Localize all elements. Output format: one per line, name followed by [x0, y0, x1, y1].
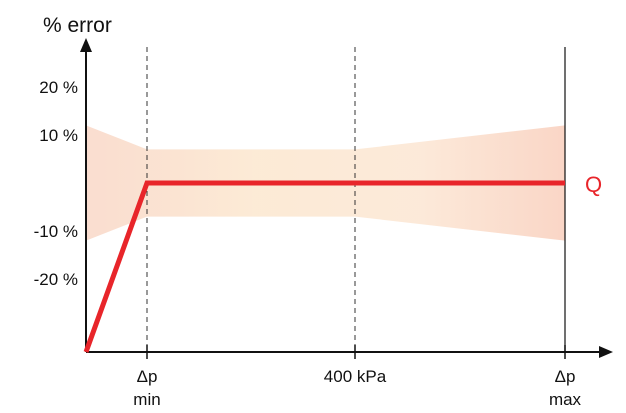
x-tick-label-dp_min: Δp [137, 367, 158, 386]
y-tick-label: -20 % [34, 270, 78, 289]
y-tick-label: -10 % [34, 222, 78, 241]
x-tick-label-dp_max: Δp [555, 367, 576, 386]
x-axis-arrow-icon [599, 346, 613, 358]
y-axis-title: % error [43, 14, 112, 37]
x-tick-label-p400: 400 kPa [324, 367, 387, 386]
series-line-0 [83, 180, 565, 353]
y-tick-label: 10 % [39, 126, 78, 145]
x-tick-sublabel-dp_max: max [549, 390, 582, 409]
x-tick-sublabel-dp_min: min [133, 390, 160, 409]
y-axis-arrow-icon [80, 38, 92, 52]
series-label: Q [585, 172, 602, 197]
y-tick-label: 20 % [39, 78, 78, 97]
